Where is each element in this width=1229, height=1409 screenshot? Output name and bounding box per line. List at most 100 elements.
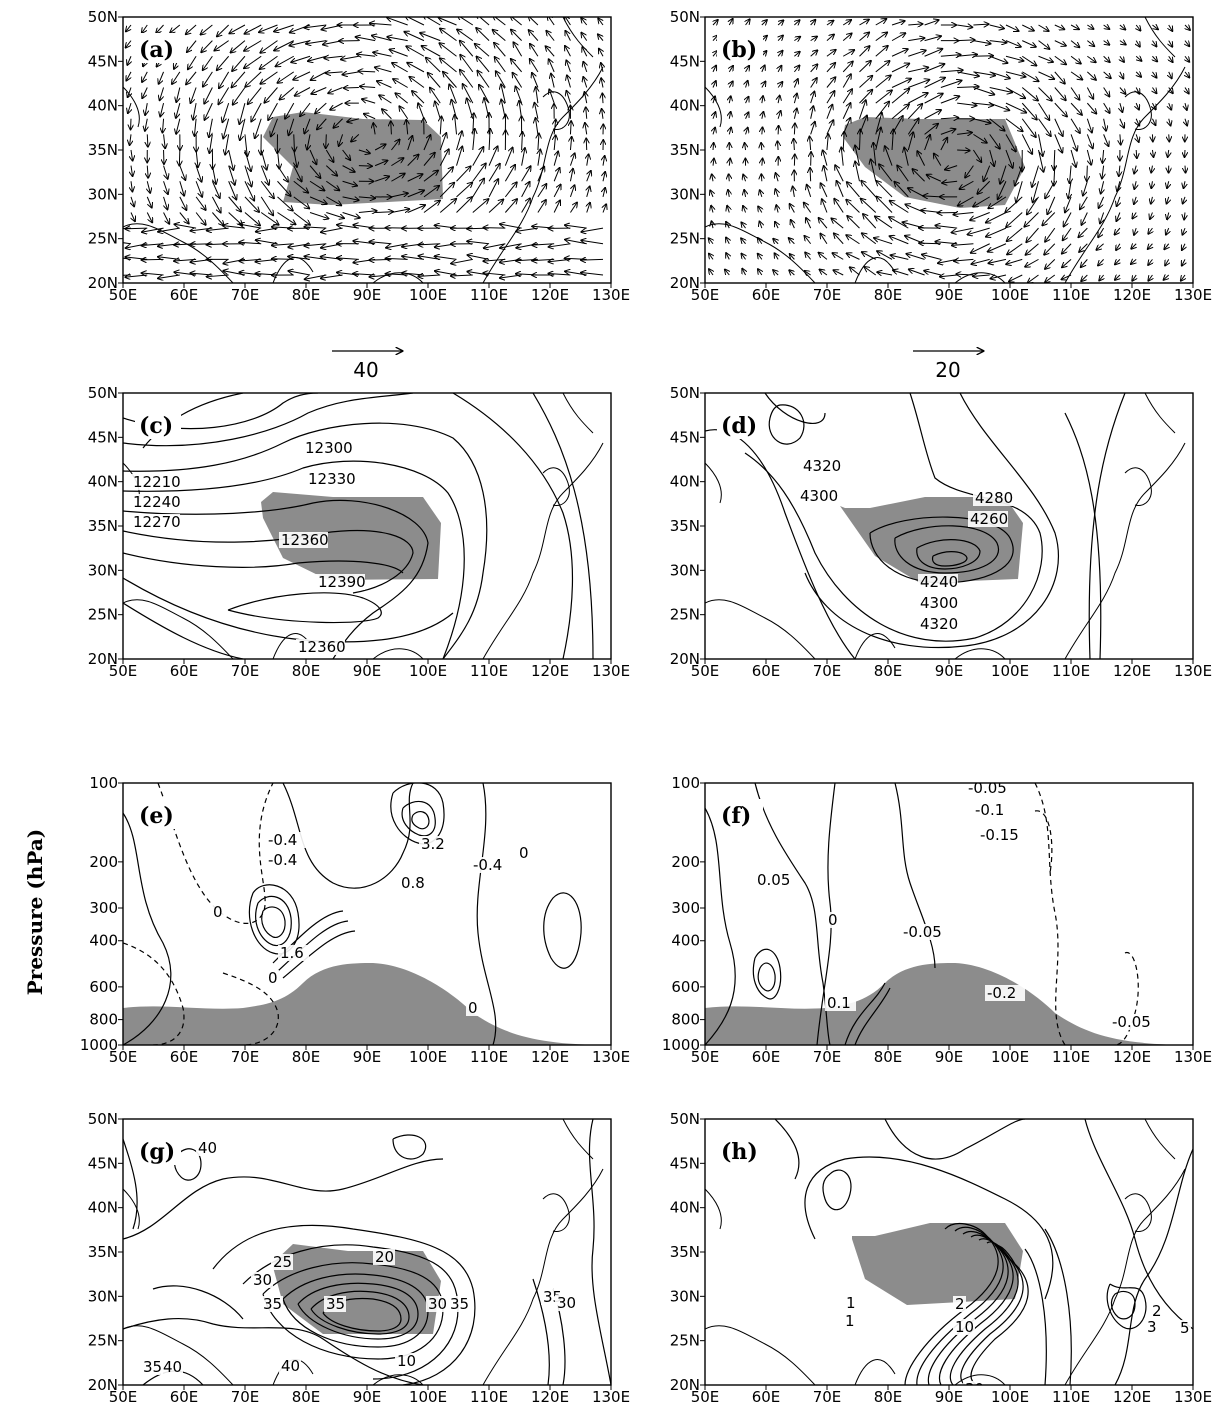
- contour-line: [927, 1230, 1009, 1385]
- wind-vector: [924, 64, 945, 73]
- wind-vector: [741, 254, 745, 260]
- wind-vector: [1054, 102, 1067, 116]
- wind-vector: [586, 139, 587, 151]
- wind-vector: [328, 87, 343, 94]
- wind-vector: [599, 49, 603, 57]
- wind-vector: [842, 33, 851, 42]
- wind-vector: [954, 259, 974, 261]
- wind-vector: [983, 165, 991, 181]
- wind-vector: [239, 102, 246, 124]
- wind-vector: [439, 133, 446, 151]
- wind-vector: [587, 203, 590, 213]
- wind-vector: [309, 212, 328, 219]
- wind-vector: [1086, 118, 1092, 133]
- wind-vector: [1169, 118, 1171, 126]
- wind-vector: [924, 78, 945, 88]
- wind-vector: [977, 180, 991, 194]
- wind-vector: [439, 167, 453, 182]
- wind-vector: [1038, 118, 1051, 136]
- wind-vector: [1086, 149, 1091, 165]
- contour-label: 35: [326, 1295, 345, 1313]
- wind-vector: [775, 189, 778, 198]
- wind-vector: [570, 169, 573, 182]
- wind-vector: [581, 227, 604, 232]
- wind-vector: [603, 172, 605, 182]
- wind-vector: [1132, 212, 1136, 219]
- x-tick-label: 120E: [531, 662, 569, 680]
- wind-vector: [142, 273, 164, 275]
- coastline: [705, 1119, 1186, 1385]
- wind-vector: [203, 71, 213, 87]
- contour-line: [768, 404, 805, 445]
- panel-label: (c): [139, 413, 173, 439]
- x-tick-label: 130E: [1174, 662, 1212, 680]
- contour-line: [212, 1224, 476, 1385]
- wind-vector: [546, 46, 555, 57]
- wind-vector: [762, 20, 767, 25]
- wind-vector: [179, 196, 187, 210]
- wind-vector: [778, 51, 782, 56]
- x-tick-label: 60E: [752, 1388, 781, 1406]
- wind-vector: [741, 222, 745, 229]
- wind-vector: [130, 134, 131, 145]
- wind-vector: [170, 24, 181, 33]
- wind-vector: [897, 166, 909, 182]
- wind-vector: [1131, 259, 1136, 264]
- x-tick-label: 80E: [292, 1048, 321, 1066]
- wind-vector: [373, 52, 392, 57]
- contour-label: 4240: [920, 573, 958, 591]
- reference-vector-label: 40: [353, 358, 378, 382]
- wind-vector: [428, 73, 441, 88]
- contour-label: 4300: [800, 487, 838, 505]
- wind-vector: [762, 96, 763, 104]
- wind-vector: [864, 267, 877, 276]
- wind-vector: [351, 134, 360, 141]
- wind-vector: [521, 166, 531, 182]
- wind-vector: [538, 150, 540, 166]
- contour-line: [1034, 783, 1066, 1045]
- wind-vector: [744, 190, 745, 197]
- wind-vector: [228, 165, 235, 185]
- wind-vector: [570, 137, 571, 151]
- wind-vector: [455, 115, 457, 135]
- wind-vector: [727, 206, 729, 213]
- wind-vector: [908, 50, 925, 57]
- wind-vector: [1152, 149, 1153, 157]
- wind-vector: [989, 149, 994, 166]
- wind-vector: [1026, 243, 1039, 255]
- wind-vector: [935, 225, 958, 228]
- wind-vector: [819, 218, 828, 229]
- wind-vector: [711, 206, 713, 213]
- wind-vector: [430, 88, 441, 104]
- y-tick-label: 45N: [670, 428, 700, 446]
- wind-vector: [908, 67, 928, 73]
- wind-vector: [843, 132, 844, 151]
- contour-label: 35: [263, 1295, 282, 1313]
- x-tick-label: 130E: [1174, 286, 1212, 304]
- wind-vector: [240, 224, 262, 229]
- wind-vector: [131, 212, 135, 222]
- wind-vector: [810, 50, 818, 57]
- wind-vector: [729, 81, 732, 88]
- wind-vector: [598, 34, 603, 41]
- contour-label: -0.4: [268, 851, 297, 869]
- wind-vector: [1022, 24, 1034, 31]
- y-tick-label: 200: [671, 853, 700, 871]
- wind-vector: [713, 112, 715, 119]
- y-tick-label: 800: [671, 1011, 700, 1029]
- wind-vector: [229, 24, 246, 33]
- x-tick-label: 70E: [231, 1048, 260, 1066]
- wind-vector: [862, 233, 877, 245]
- contour-line: [757, 962, 776, 992]
- wind-vector: [776, 173, 779, 182]
- wind-vector: [358, 71, 376, 72]
- wind-vector: [1079, 243, 1088, 252]
- y-tick-label: 50N: [670, 384, 700, 402]
- wind-vector: [406, 120, 407, 135]
- wind-vector: [160, 103, 163, 116]
- y-tick-label: 25N: [88, 1332, 118, 1350]
- contour-line: [1114, 1148, 1193, 1385]
- wind-vector: [1103, 41, 1110, 45]
- wind-vector: [1103, 134, 1109, 146]
- wind-vector: [729, 128, 731, 135]
